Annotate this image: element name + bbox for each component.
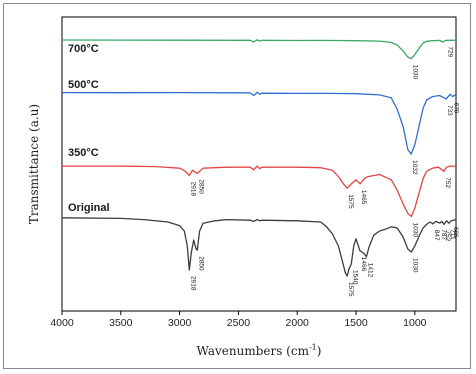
peak-label-original-752: 752 bbox=[444, 230, 451, 241]
series-label-original: Original bbox=[68, 202, 110, 214]
peak-label-350-c-2918: 2918 bbox=[189, 182, 196, 197]
peak-label-original-686: 686 bbox=[452, 227, 459, 238]
x-tick-label-1000: 1000 bbox=[403, 317, 427, 329]
series-line-original bbox=[61, 217, 457, 277]
series-line-500-c bbox=[61, 91, 457, 155]
series-label-350: 350°C bbox=[68, 147, 99, 159]
x-tick-label-3500: 3500 bbox=[109, 317, 133, 329]
peak-label-original-1540: 1540 bbox=[351, 270, 358, 285]
peak-label-350-c-1030: 1030 bbox=[411, 223, 418, 238]
peak-label-500-c-733: 733 bbox=[446, 105, 453, 116]
peak-label-700-c-1030: 1030 bbox=[411, 65, 418, 80]
x-axis-title-close: ) bbox=[317, 344, 322, 358]
plot-area-frame bbox=[61, 16, 457, 312]
peak-label-original-711: 711 bbox=[449, 229, 456, 240]
y-axis-title: Transmittance (a.u) bbox=[27, 104, 41, 224]
peak-label-original-787: 787 bbox=[440, 229, 447, 240]
x-axis-title: Wavenumbers (cm-1) bbox=[197, 343, 322, 358]
peak-label-original-1412: 1412 bbox=[366, 263, 373, 278]
peak-label-350-c-1575: 1575 bbox=[347, 194, 354, 209]
peak-label-original-1466: 1466 bbox=[360, 257, 367, 272]
peak-label-original-1030: 1030 bbox=[411, 258, 418, 273]
peak-label-original-2918: 2918 bbox=[189, 276, 196, 291]
peak-label-500-c-1032: 1032 bbox=[411, 160, 418, 175]
peak-label-original-2850: 2850 bbox=[197, 256, 204, 271]
peak-label-original-1575: 1575 bbox=[347, 282, 354, 297]
series-label-500: 500°C bbox=[68, 79, 99, 91]
x-axis-title-superscript: -1 bbox=[309, 343, 317, 352]
x-tick-label-1500: 1500 bbox=[344, 317, 368, 329]
peak-label-700-c-729: 729 bbox=[447, 46, 454, 57]
x-tick-label-2000: 2000 bbox=[286, 317, 310, 329]
x-axis-title-main: Wavenumbers (cm bbox=[197, 344, 310, 358]
peak-label-350-c-2850: 2850 bbox=[197, 179, 204, 194]
peak-label-350-c-752: 752 bbox=[444, 177, 451, 188]
series-line-700-c bbox=[61, 39, 456, 60]
x-tick-label-3000: 3000 bbox=[168, 317, 192, 329]
series-line-350-c bbox=[62, 165, 456, 218]
peak-label-350-c-1465: 1465 bbox=[360, 190, 367, 205]
figure-border bbox=[3, 3, 471, 369]
x-axis-ticks: 4000 3500 3000 2500 2000 1500 1000 bbox=[50, 311, 427, 329]
series-layer bbox=[61, 39, 457, 277]
x-tick-label-4000: 4000 bbox=[50, 317, 74, 329]
series-label-700: 700°C bbox=[68, 43, 99, 55]
x-tick-label-2500: 2500 bbox=[227, 317, 251, 329]
peak-label-original-847: 847 bbox=[433, 230, 440, 241]
peak-label-500-c-679: 679 bbox=[453, 103, 460, 114]
